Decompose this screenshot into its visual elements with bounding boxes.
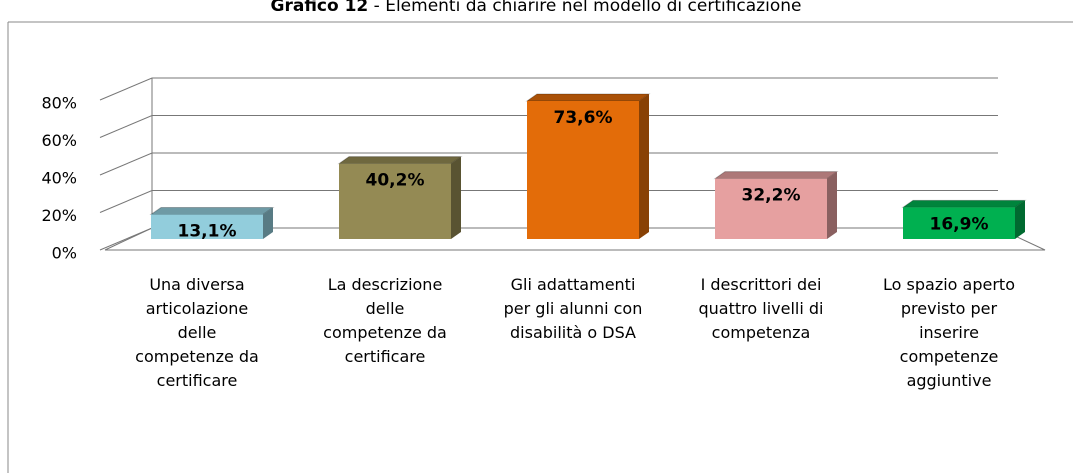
bar-top xyxy=(337,156,463,165)
y-tick-label: 80% xyxy=(41,94,77,113)
chart-title: Grafico 12 - Elementi da chiarire nel mo… xyxy=(271,0,802,16)
bar-side xyxy=(451,156,461,239)
bar xyxy=(715,178,827,239)
x-tick-label: Gli adattamenti per gli alunni con disabil… xyxy=(504,275,643,342)
y-tick-label: 40% xyxy=(41,169,77,188)
bar xyxy=(339,163,451,239)
bar-side xyxy=(827,171,837,239)
bar xyxy=(527,101,639,239)
y-tick-label: 0% xyxy=(52,244,77,263)
value-label: 40,2% xyxy=(366,171,425,191)
grid-line xyxy=(99,152,998,176)
x-tick-label: I descrittori dei quattro livelli di compe… xyxy=(699,275,824,342)
title-label: Grafico 12 xyxy=(271,0,369,16)
bar-side xyxy=(1015,200,1025,239)
y-tick-label: 60% xyxy=(41,131,77,150)
value-label: 32,2% xyxy=(742,186,801,206)
grid-line xyxy=(99,115,998,138)
value-label: 13,1% xyxy=(178,221,237,241)
y-tick-label: 20% xyxy=(41,206,77,225)
bar-top xyxy=(713,171,839,180)
grid-line xyxy=(99,77,998,101)
title-text: - Elementi da chiarire nel modello di ce… xyxy=(374,0,802,16)
bar xyxy=(151,214,263,239)
bar-top xyxy=(149,206,275,215)
bar-side xyxy=(639,94,649,239)
value-label: 16,9% xyxy=(930,214,989,234)
x-tick-label: La descrizione delle competenze da certific… xyxy=(323,275,447,366)
x-tick-label: Una diversa articolazione delle competenze … xyxy=(135,275,259,390)
bar-top xyxy=(525,93,651,102)
bar-top xyxy=(901,199,1027,208)
bar-side xyxy=(263,207,273,239)
bar xyxy=(903,207,1015,239)
value-label: 73,6% xyxy=(554,108,613,128)
x-tick-label: Lo spazio aperto previsto per inserire comp… xyxy=(883,275,1015,390)
